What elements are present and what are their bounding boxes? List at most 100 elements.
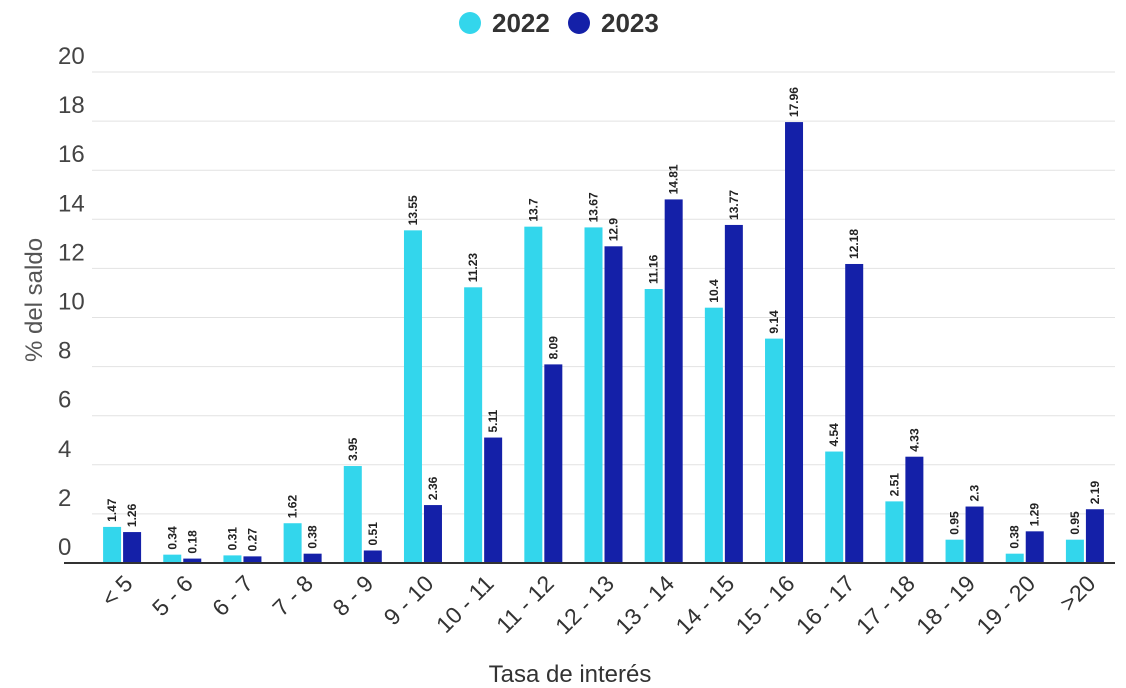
data-label-2022-9: 11.16 [647, 254, 661, 284]
legend-swatch-2022 [459, 12, 481, 34]
data-label-2023-8: 12.9 [607, 218, 621, 242]
bar-2022-16 [1065, 539, 1084, 563]
bar-2023-11 [785, 122, 804, 563]
x-tick-label: 16 - 17 [791, 570, 860, 639]
legend-label-2023: 2023 [601, 8, 659, 38]
bar-2022-12 [825, 451, 844, 563]
bar-2023-8 [604, 246, 623, 563]
bar-2022-15 [1005, 553, 1024, 563]
x-tick-label: 6 - 7 [207, 570, 258, 621]
bar-2023-1 [183, 558, 202, 563]
bar-2022-5 [403, 230, 422, 563]
bar-2023-5 [423, 505, 442, 563]
bar-2023-7 [544, 364, 563, 563]
bar-2022-9 [644, 289, 663, 563]
data-label-2022-15: 0.38 [1008, 525, 1022, 549]
gridlines [92, 71, 1115, 515]
y-tick-label: 2 [58, 485, 71, 512]
data-labels: 1.47 0.34 0.31 1.62 3.95 13.55 11.23 13.7 13.67 1… [105, 87, 1102, 554]
x-tick-label: 10 - 11 [431, 570, 499, 638]
data-label-2022-13: 2.51 [887, 473, 901, 497]
bar-2023-4 [363, 550, 382, 563]
data-label-2023-13: 4.33 [907, 428, 921, 452]
x-tick-label: 8 - 9 [327, 570, 378, 621]
bar-2023-2 [243, 556, 262, 563]
bar-2022-6 [464, 287, 483, 563]
data-label-2022-2: 0.31 [225, 527, 239, 551]
data-label-2022-14: 0.95 [948, 511, 962, 535]
y-tick-label: 18 [58, 92, 85, 119]
data-label-2022-10: 10.4 [707, 279, 721, 303]
y-axis-ticks: 0 2 4 6 8 10 12 14 16 18 20 [58, 43, 85, 561]
data-label-2023-5: 2.36 [426, 476, 440, 500]
bar-2022-0 [103, 526, 122, 563]
bar-2022-10 [704, 307, 723, 563]
bar-2022-8 [584, 227, 603, 564]
data-label-2023-10: 13.77 [727, 190, 741, 220]
data-label-2023-12: 12.18 [847, 229, 861, 259]
data-label-2023-0: 1.26 [125, 503, 139, 527]
bar-2022-3 [283, 523, 302, 563]
data-label-2023-4: 0.51 [366, 522, 380, 546]
bar-2023-9 [664, 199, 683, 564]
data-label-2022-16: 0.95 [1068, 511, 1082, 535]
data-label-2022-0: 1.47 [105, 498, 119, 522]
y-tick-label: 12 [58, 239, 85, 266]
y-axis-title: % del saldo [21, 238, 48, 362]
y-tick-label: 0 [58, 534, 71, 561]
x-tick-label: 19 - 20 [971, 570, 1040, 639]
bar-2022-14 [945, 539, 964, 563]
data-label-2023-2: 0.27 [245, 528, 259, 552]
data-label-2023-3: 0.38 [306, 525, 320, 549]
bar-2023-16 [1085, 509, 1104, 563]
data-label-2022-11: 9.14 [767, 310, 781, 334]
data-label-2023-16: 2.19 [1088, 481, 1102, 505]
data-label-2023-9: 14.81 [667, 164, 681, 194]
bar-2023-0 [123, 532, 142, 563]
bar-2023-3 [303, 553, 322, 563]
bars [103, 122, 1104, 564]
y-tick-label: 14 [58, 190, 85, 217]
data-label-2022-7: 13.7 [526, 198, 540, 222]
x-tick-label: 5 - 6 [147, 570, 198, 621]
data-label-2022-8: 13.67 [587, 192, 601, 222]
data-label-2022-12: 4.54 [827, 423, 841, 447]
data-label-2022-5: 13.55 [406, 195, 420, 225]
data-label-2022-1: 0.34 [165, 526, 179, 550]
data-label-2022-3: 1.62 [286, 495, 300, 519]
legend-swatch-2023 [568, 12, 590, 34]
data-label-2023-1: 0.18 [185, 530, 199, 554]
bar-2023-6 [484, 437, 503, 563]
x-axis-title: Tasa de interés [489, 661, 652, 688]
bar-2023-14 [965, 506, 984, 563]
bar-2022-1 [163, 554, 182, 563]
bar-2022-11 [765, 338, 784, 563]
x-tick-label: 13 - 14 [610, 570, 679, 639]
bar-2022-7 [524, 226, 543, 564]
x-tick-label: 17 - 18 [851, 570, 920, 639]
y-tick-label: 8 [58, 338, 71, 365]
y-tick-label: 10 [58, 289, 85, 316]
x-tick-label: 11 - 12 [491, 570, 559, 638]
bar-2022-2 [223, 555, 242, 563]
x-tick-label: 14 - 15 [670, 570, 739, 639]
data-label-2023-14: 2.3 [968, 485, 982, 502]
bar-2023-12 [845, 263, 864, 563]
bar-2023-15 [1025, 531, 1044, 563]
bar-2023-10 [724, 224, 743, 563]
bar-2023-13 [905, 456, 924, 563]
x-tick-label: < 5 [96, 570, 137, 611]
y-tick-label: 20 [58, 43, 85, 70]
y-tick-label: 16 [58, 141, 85, 168]
legend-label-2022: 2022 [492, 8, 550, 38]
x-tick-label: 12 - 13 [550, 570, 619, 639]
x-tick-label: 7 - 8 [267, 570, 318, 621]
data-label-2022-4: 3.95 [346, 437, 360, 461]
data-label-2023-15: 1.29 [1028, 503, 1042, 527]
legend: 2022 2023 [459, 8, 659, 38]
y-tick-label: 6 [58, 387, 71, 414]
bar-2022-13 [885, 501, 904, 563]
bar-2022-4 [343, 466, 362, 563]
